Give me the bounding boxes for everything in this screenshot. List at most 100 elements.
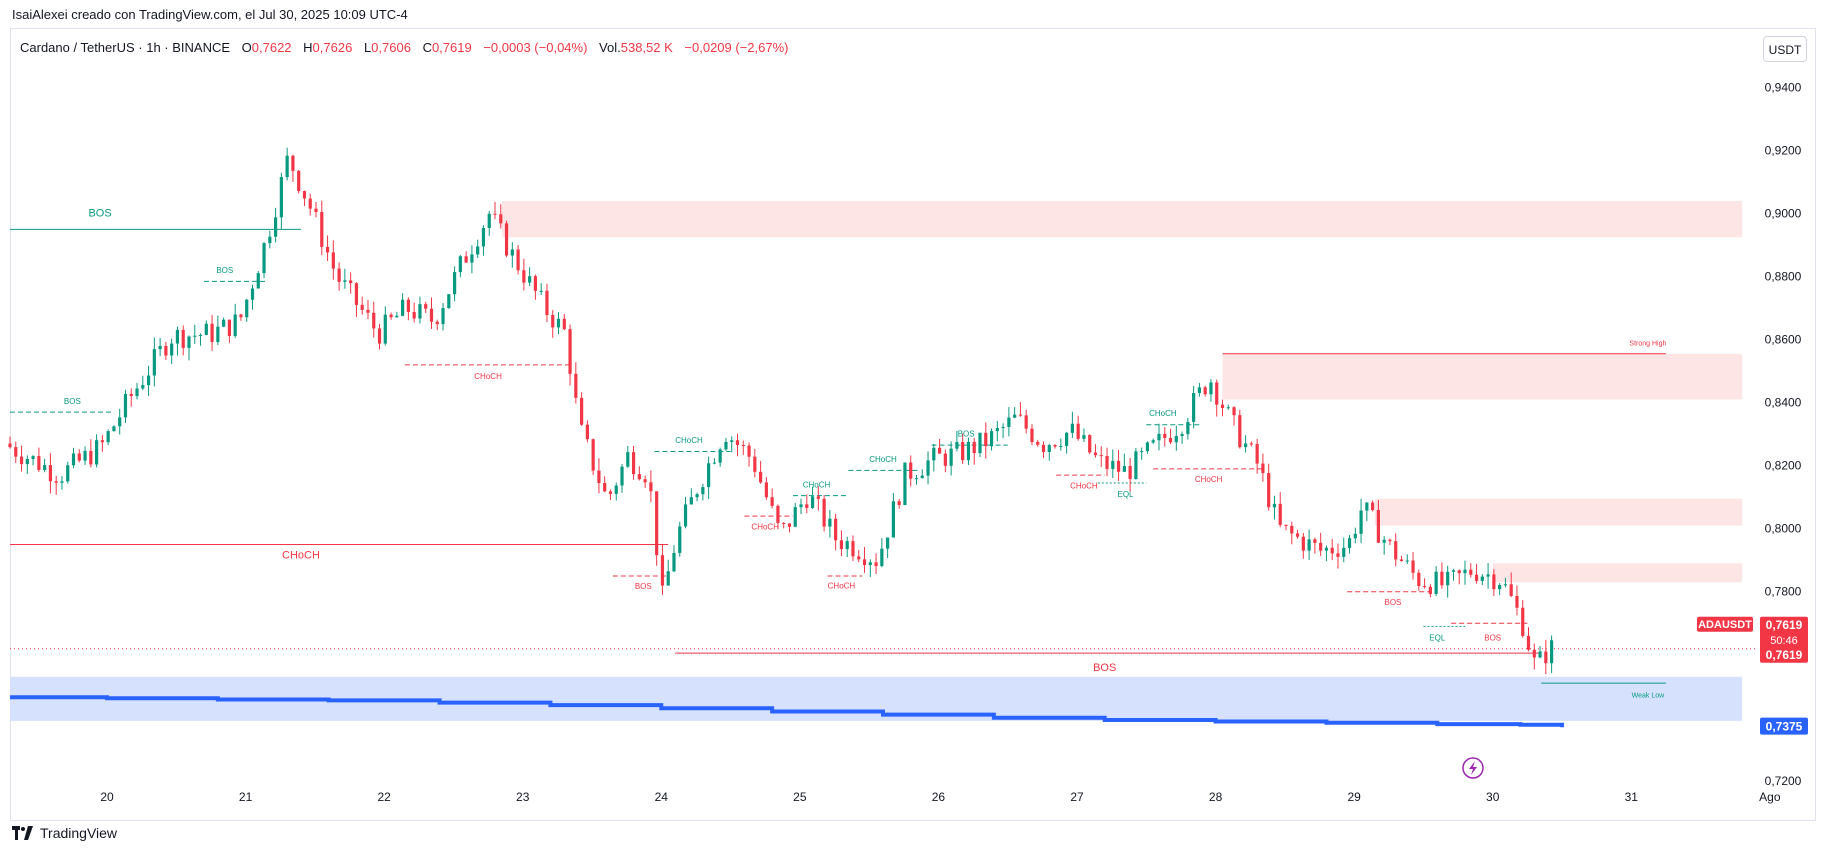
candle-body: [1192, 393, 1196, 422]
structure-label-2: BOS: [64, 397, 81, 406]
candle-body: [470, 254, 474, 263]
candle-body: [106, 431, 110, 443]
chart-caption: IsaiAlexei creado con TradingView.com, e…: [12, 7, 408, 22]
candle-body: [1174, 436, 1178, 443]
candle-body: [1376, 510, 1380, 543]
candle-body: [1463, 569, 1467, 574]
candle-body: [643, 479, 647, 483]
footer-brand-label: TradingView: [40, 825, 118, 841]
candle-body: [424, 304, 428, 309]
zone-red-1: [1222, 353, 1743, 400]
candle-body: [8, 443, 12, 448]
candle-body: [1394, 541, 1398, 560]
blue-line-tag-label: 0,7375: [1766, 720, 1803, 734]
candle-body: [995, 427, 999, 432]
candle-body: [591, 439, 595, 471]
candle-body: [718, 449, 722, 463]
candle-body: [1105, 456, 1109, 469]
candle-body: [77, 453, 81, 461]
candle-body: [764, 482, 768, 498]
candle-body: [747, 445, 751, 457]
candle-body: [37, 456, 41, 470]
candle-body: [1180, 434, 1184, 437]
candle-body: [637, 474, 641, 480]
candle-body: [320, 211, 324, 247]
structure-label-18: EQL: [1429, 634, 1446, 643]
y-tick-label: 0,8000: [1765, 522, 1802, 536]
candle-body: [580, 397, 584, 425]
candle-body: [216, 326, 220, 343]
structure-label-5: CHoCH: [675, 436, 703, 445]
x-tick-label: 22: [377, 790, 391, 804]
high-label: H: [303, 40, 313, 55]
structure-label-6: BOS: [635, 582, 652, 591]
candle-body: [695, 494, 699, 498]
candle-body: [354, 283, 359, 305]
candle-body: [1215, 382, 1219, 405]
symbol-name[interactable]: Cardano / TetherUS · 1h · BINANCE: [20, 40, 231, 55]
candle-body: [1186, 421, 1190, 435]
volume-change: −0,0209 (−2,67%): [684, 40, 789, 55]
y-tick-label: 0,8400: [1765, 396, 1802, 410]
candle-body: [758, 471, 763, 483]
candle-body: [943, 453, 947, 466]
x-tick-label: 24: [655, 790, 669, 804]
structure-label-9: CHoCH: [828, 582, 856, 591]
candle-body: [822, 498, 826, 527]
candle-body: [118, 417, 122, 427]
candle-body: [701, 487, 705, 495]
candle-body: [984, 432, 988, 447]
candle-body: [1509, 584, 1513, 596]
candle-body: [389, 314, 393, 318]
candle-body: [851, 541, 855, 557]
candle-body: [1203, 387, 1207, 395]
candle-body: [920, 475, 924, 479]
y-tick-label: 0,7200: [1765, 774, 1802, 788]
candle-body: [989, 431, 994, 447]
tradingview-logo-icon: [12, 826, 33, 840]
candle-body: [1347, 538, 1352, 548]
candle-body: [1330, 547, 1334, 554]
candle-body: [585, 424, 589, 440]
candle-body: [845, 541, 849, 550]
candle-body: [331, 252, 335, 269]
candle-body: [297, 170, 301, 191]
candle-body: [897, 501, 901, 505]
y-tick-label: 0,9200: [1765, 144, 1802, 158]
candle-body: [730, 440, 734, 442]
blue-line-tag: [1760, 717, 1808, 735]
candle-body: [782, 522, 786, 524]
candle-body: [395, 315, 399, 318]
structure-label-19: BOS: [1484, 634, 1501, 643]
flash-icon[interactable]: [1462, 757, 1484, 779]
zone-red-2: [1374, 498, 1743, 526]
candle-body: [533, 276, 538, 291]
currency-button[interactable]: USDT: [1763, 36, 1807, 62]
blue-step-line: [10, 695, 1564, 728]
candle-body: [95, 440, 99, 465]
countdown-label: 50:46: [1770, 635, 1798, 647]
footer-brand[interactable]: TradingView: [12, 825, 117, 841]
candle-body: [372, 312, 376, 329]
candle-body: [528, 276, 532, 283]
candle-body: [649, 482, 653, 492]
candle-body: [1209, 382, 1213, 395]
candle-body: [487, 213, 491, 228]
candle-body: [1116, 460, 1121, 472]
candle-body: [1503, 584, 1508, 586]
candle-body: [1197, 387, 1202, 394]
candle-body: [562, 318, 566, 330]
candle-body: [1070, 423, 1074, 433]
candle-body: [1041, 444, 1046, 452]
last-price-tag: [1760, 616, 1808, 663]
candle-body: [1295, 533, 1300, 537]
candle-body: [54, 481, 58, 483]
zones-layer: [10, 200, 1743, 721]
candle-body: [100, 440, 104, 443]
candle-body: [1261, 463, 1265, 474]
y-tick-label: 0,8800: [1765, 270, 1802, 284]
candle-body: [1151, 440, 1155, 443]
candle-body: [135, 388, 139, 397]
candle-body: [909, 462, 913, 479]
